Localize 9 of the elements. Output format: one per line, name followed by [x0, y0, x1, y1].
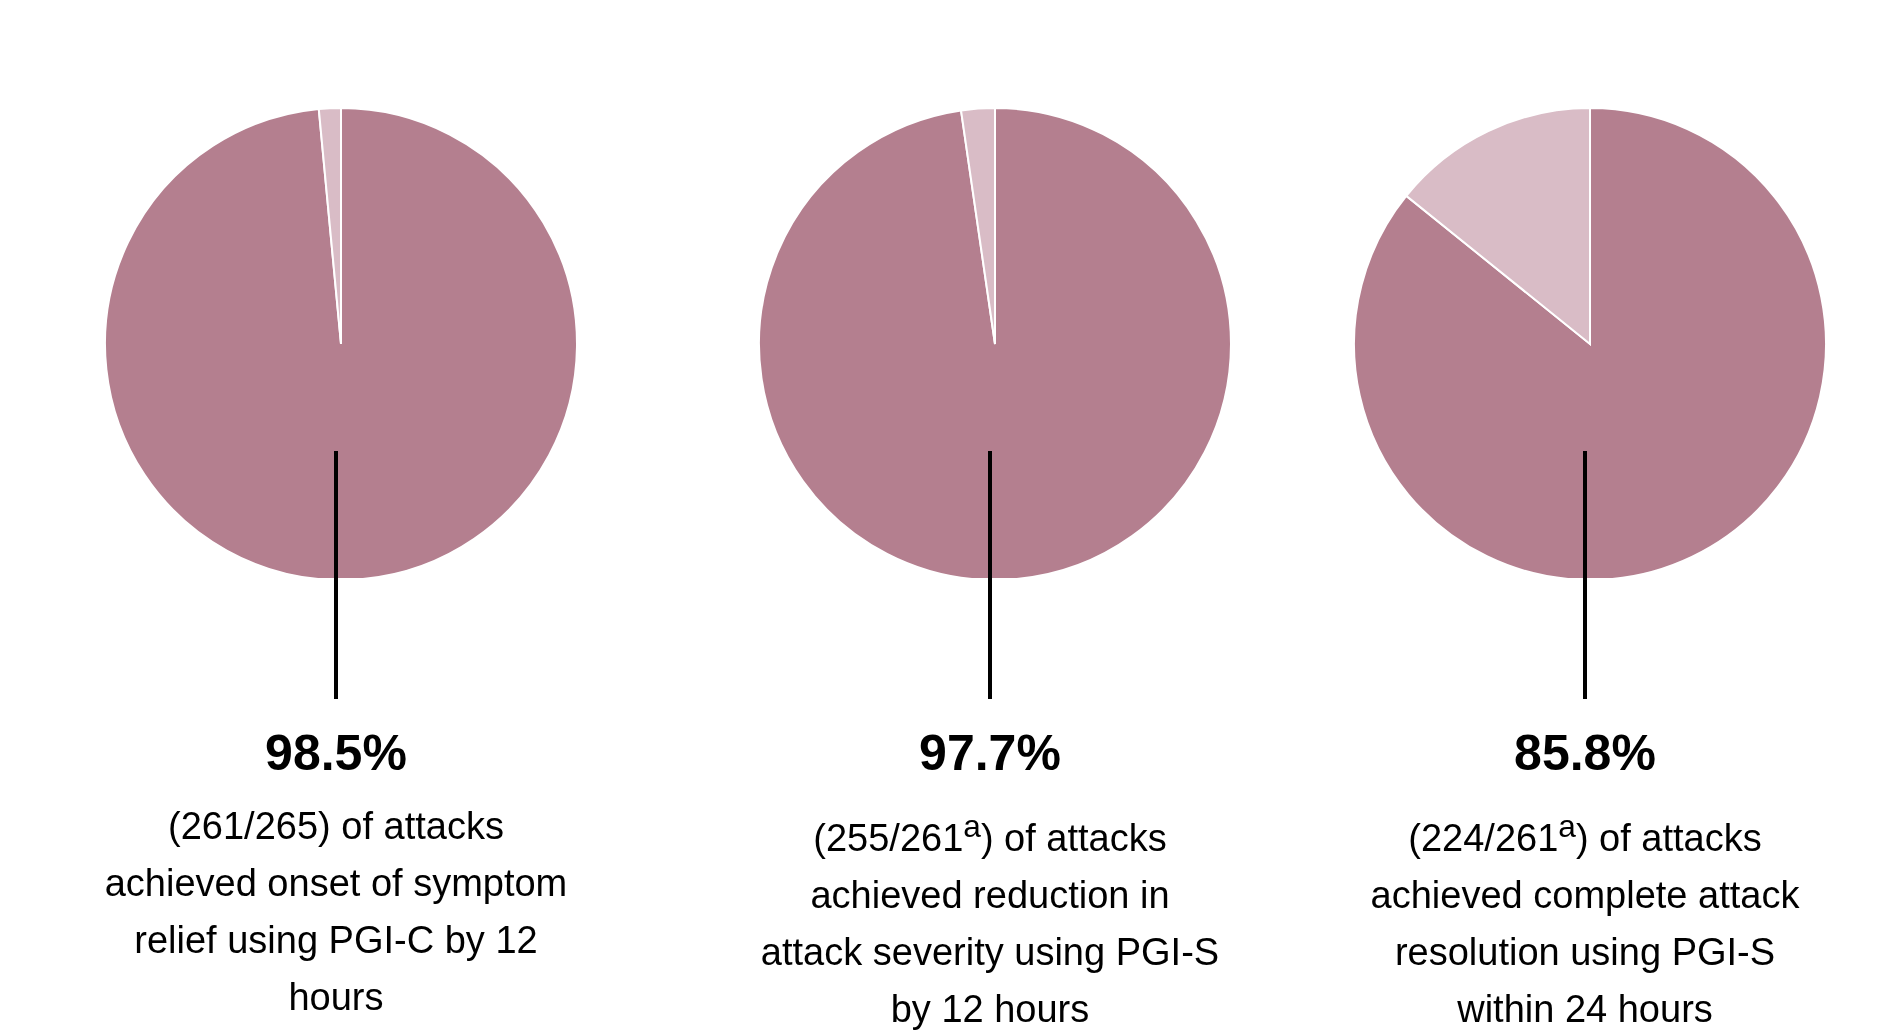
text: (255/261$^{a}$) of attacks achieved reduction in attack severity using PGI-S by 12 hours — [759, 807, 1221, 1032]
pie-slice — [104, 107, 578, 578]
data-label: 97.7% — [918, 724, 1062, 783]
data-label: 85.8% — [1513, 724, 1657, 783]
text: (261/265) of attacks achieved onset of symptom relief using PGI-C by 12 hours — [103, 804, 569, 1020]
text: (224/261$^{a}$) of attacks achieved complete attack resolution using PGI-S within 24 hours — [1369, 807, 1801, 1032]
pie-slice — [758, 107, 1232, 578]
pie-slice — [1353, 107, 1827, 578]
data-label: 98.5% — [264, 724, 408, 783]
